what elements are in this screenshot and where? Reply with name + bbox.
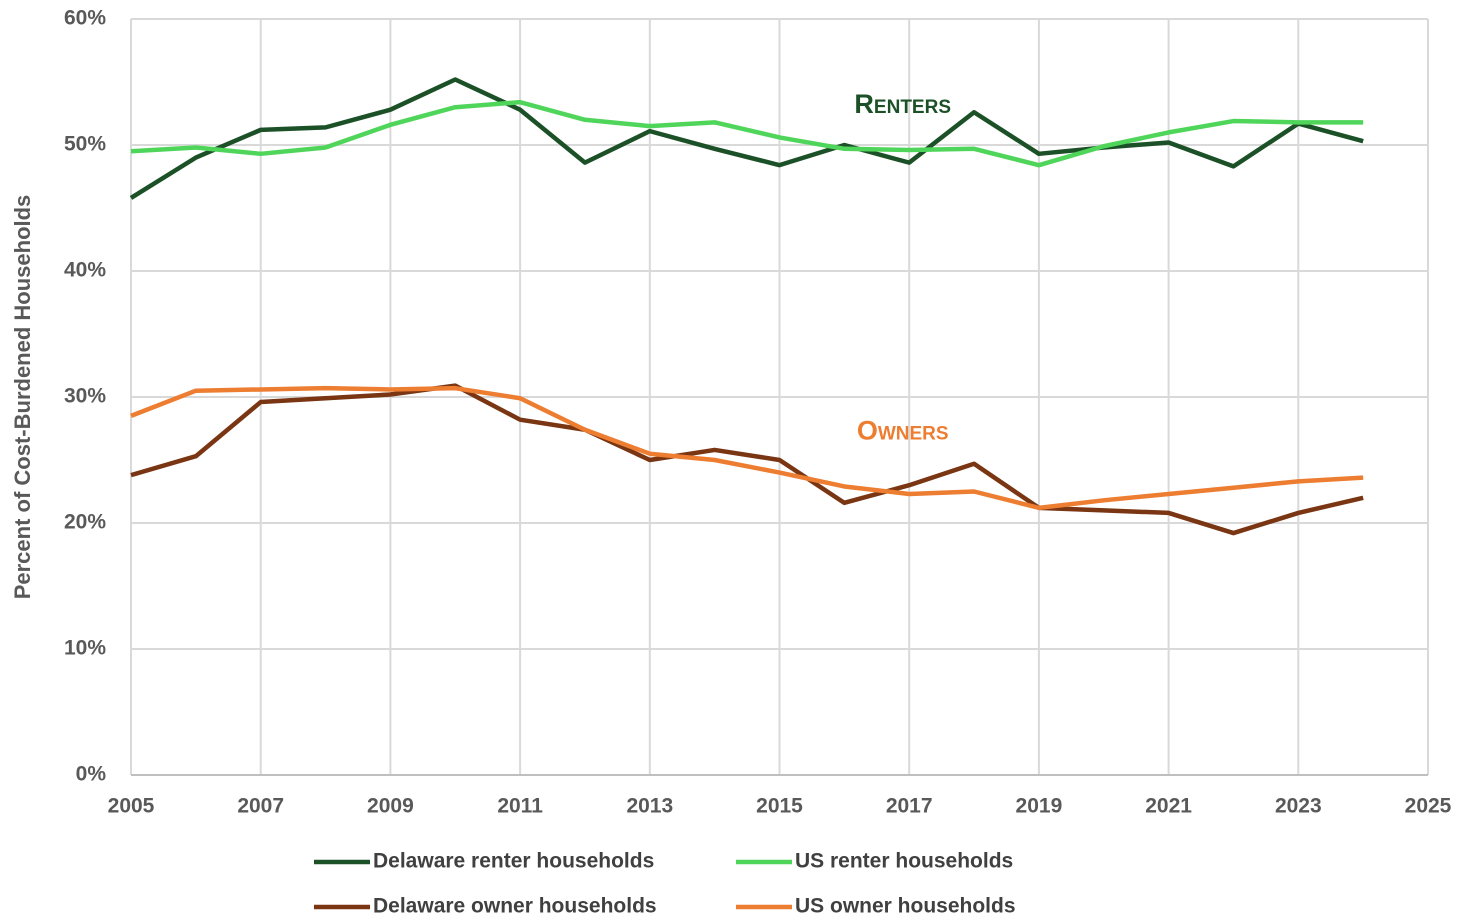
y-tick-label: 60% (64, 7, 106, 30)
legend-label: Delaware owner households (373, 895, 657, 918)
x-tick-label: 2009 (367, 795, 414, 818)
x-tick-label: 2013 (626, 795, 673, 818)
y-axis-title: Percent of Cost-Burdened Households (10, 195, 35, 600)
y-tick-label: 40% (64, 259, 106, 282)
x-tick-label: 2023 (1275, 795, 1322, 818)
annotation: Owners (857, 415, 949, 445)
legend-label: Delaware renter households (373, 850, 654, 873)
annotation: Renters (854, 89, 951, 119)
series-line (130, 383, 1364, 536)
y-tick-label: 10% (64, 637, 106, 660)
series-line (130, 99, 1364, 168)
x-tick-label: 2021 (1145, 795, 1192, 818)
y-tick-label: 30% (64, 385, 106, 408)
legend-label: US renter households (795, 850, 1013, 873)
series-line (129, 77, 1364, 200)
legend-label: US owner households (795, 895, 1016, 918)
y-tick-label: 20% (64, 511, 106, 534)
x-tick-label: 2019 (1016, 795, 1063, 818)
y-tick-label: 0% (76, 763, 107, 786)
x-tick-label: 2007 (237, 795, 284, 818)
x-tick-label: 2005 (108, 795, 155, 818)
x-tick-label: 2025 (1405, 795, 1452, 818)
x-tick-label: 2011 (497, 795, 543, 818)
x-tick-label: 2017 (886, 795, 933, 818)
y-tick-label: 50% (64, 133, 106, 156)
series-line (130, 385, 1364, 511)
x-tick-label: 2015 (756, 795, 803, 818)
